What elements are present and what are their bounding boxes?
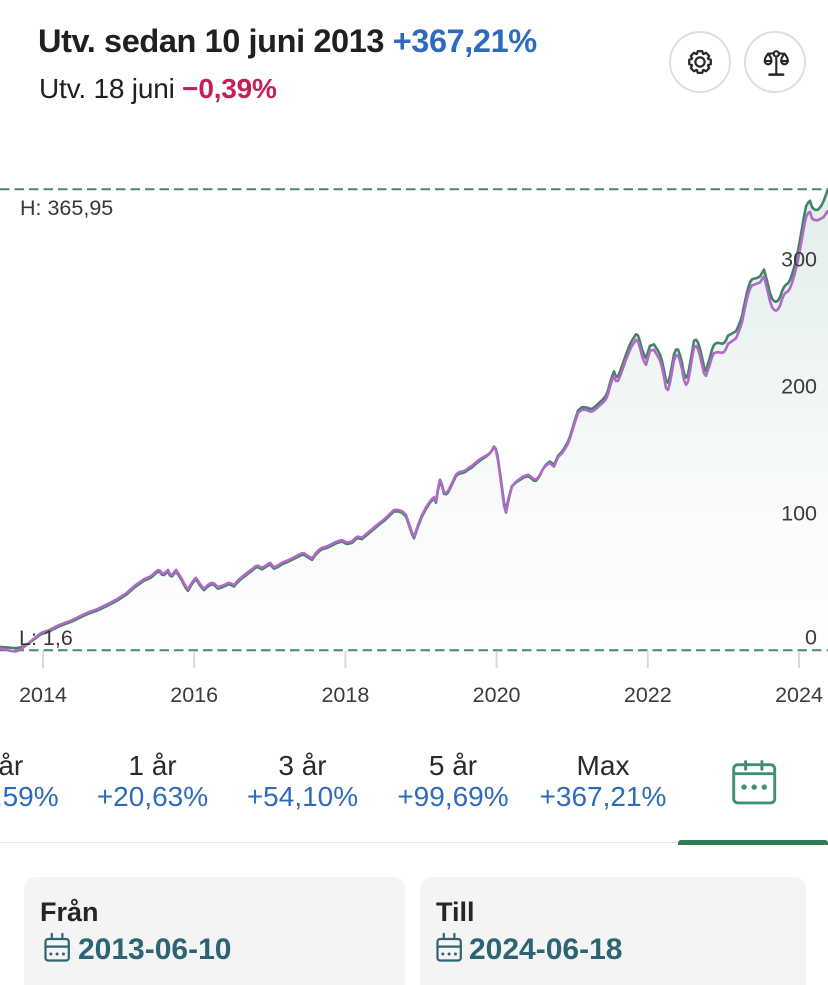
svg-text:2014: 2014 xyxy=(19,683,67,707)
svg-text:2018: 2018 xyxy=(321,683,369,707)
svg-text:100: 100 xyxy=(781,502,817,526)
svg-text:H: 365,95: H: 365,95 xyxy=(20,196,113,220)
svg-text:2016: 2016 xyxy=(170,683,218,707)
svg-text:300: 300 xyxy=(781,248,817,272)
svg-text:2020: 2020 xyxy=(473,683,521,707)
svg-text:0: 0 xyxy=(805,626,817,650)
svg-text:2022: 2022 xyxy=(624,683,672,707)
svg-text:L: 1,6: L: 1,6 xyxy=(19,626,73,650)
svg-text:2024: 2024 xyxy=(775,683,823,707)
svg-text:200: 200 xyxy=(781,375,817,399)
